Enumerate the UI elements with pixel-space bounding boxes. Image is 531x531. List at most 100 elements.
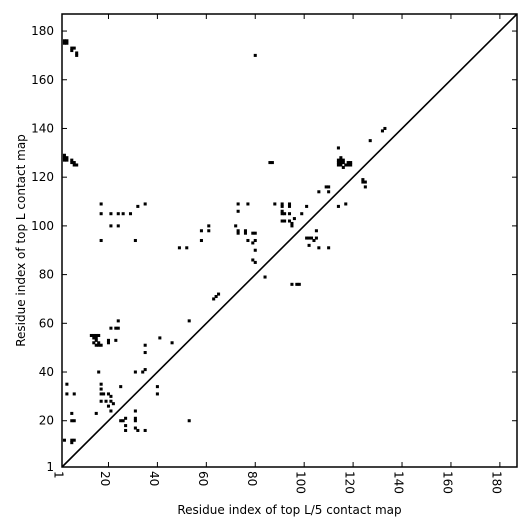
contact-point xyxy=(94,336,98,340)
contact-point xyxy=(99,212,103,216)
contact-point xyxy=(243,229,247,233)
contact-point xyxy=(119,385,123,389)
contact-point xyxy=(136,428,140,432)
y-tick-label: 140 xyxy=(31,121,54,135)
contact-point xyxy=(317,190,321,194)
contact-point xyxy=(143,202,147,206)
contact-point xyxy=(70,49,74,53)
x-tick-label: 180 xyxy=(489,471,503,494)
x-tick-label: 80 xyxy=(245,471,259,486)
contact-point xyxy=(349,163,353,167)
contact-point xyxy=(290,224,294,228)
contact-point xyxy=(300,212,304,216)
contact-point xyxy=(283,212,287,216)
contact-point xyxy=(361,178,365,182)
contact-point xyxy=(207,224,211,228)
contact-point xyxy=(143,351,147,355)
y-tick-label: 60 xyxy=(39,316,54,330)
contact-point xyxy=(280,202,284,206)
contact-point xyxy=(97,343,101,347)
y-tick-label: 80 xyxy=(39,268,54,282)
contact-point xyxy=(70,46,74,50)
x-axis-ticks: 1 20 40 60 80 100 120 140 160 180 xyxy=(52,14,503,494)
x-tick-label: 40 xyxy=(147,471,161,486)
contact-point xyxy=(97,333,101,338)
contact-point xyxy=(383,126,387,130)
contact-point xyxy=(121,212,125,216)
contact-point xyxy=(253,53,257,57)
contact-point xyxy=(212,297,216,301)
plot-frame xyxy=(61,13,518,468)
contact-point xyxy=(133,426,137,430)
contact-point xyxy=(65,41,69,45)
contact-point xyxy=(341,158,345,162)
contact-point xyxy=(363,180,367,184)
contact-point xyxy=(119,419,123,423)
contact-point xyxy=(106,392,111,396)
contact-point xyxy=(116,224,120,228)
contact-point xyxy=(349,161,353,165)
contact-point xyxy=(270,161,274,165)
contact-point xyxy=(280,204,284,208)
contact-point xyxy=(341,165,345,169)
contact-point xyxy=(268,161,272,165)
contact-point xyxy=(170,341,174,345)
contact-point xyxy=(336,204,340,208)
contact-point xyxy=(199,238,203,243)
contact-point xyxy=(114,326,118,330)
contact-point xyxy=(70,441,74,445)
contact-point xyxy=(305,236,309,240)
contact-point xyxy=(104,399,108,403)
contact-point xyxy=(290,282,294,286)
contact-point xyxy=(312,238,316,243)
contact-point xyxy=(94,333,98,338)
contact-point xyxy=(92,333,96,338)
contact-point xyxy=(263,275,267,279)
contact-point xyxy=(70,158,74,162)
contact-point xyxy=(124,428,128,432)
contact-point xyxy=(70,419,74,423)
contact-point xyxy=(128,212,133,216)
contact-point xyxy=(114,338,118,342)
contact-point xyxy=(109,326,113,330)
contact-point xyxy=(324,185,328,189)
contact-point xyxy=(339,156,343,160)
contact-point xyxy=(65,39,69,43)
contact-point xyxy=(207,229,211,233)
contact-point xyxy=(116,326,120,330)
contact-point xyxy=(75,163,79,167)
y-tick-label: 40 xyxy=(39,365,54,379)
x-tick-label: 160 xyxy=(440,471,454,494)
contact-point xyxy=(133,419,137,423)
contact-point xyxy=(109,212,113,216)
contact-point xyxy=(143,428,147,432)
contact-point xyxy=(236,229,240,233)
contact-point xyxy=(72,161,76,165)
contact-point xyxy=(65,158,69,162)
contact-point xyxy=(155,385,159,389)
contact-point xyxy=(111,402,115,406)
contact-point xyxy=(99,382,103,386)
contact-point xyxy=(99,343,103,347)
contact-point xyxy=(62,158,66,162)
contact-point xyxy=(102,392,106,396)
contact-point xyxy=(297,282,301,286)
contact-point xyxy=(309,236,314,240)
contact-point xyxy=(99,399,103,403)
contact-point xyxy=(287,219,292,223)
contact-point xyxy=(327,246,331,250)
contact-point xyxy=(109,224,113,228)
contact-point xyxy=(214,294,218,299)
contact-point xyxy=(65,392,69,396)
contact-point xyxy=(94,411,98,415)
y-tick-label: 1 xyxy=(46,460,54,474)
contact-point xyxy=(109,394,113,398)
contact-point xyxy=(236,209,240,213)
contact-point xyxy=(72,419,76,423)
contact-point xyxy=(287,212,292,216)
contact-point xyxy=(273,202,277,206)
contact-point xyxy=(133,416,137,420)
contact-point xyxy=(124,424,128,428)
x-tick-label: 1 xyxy=(52,471,66,479)
